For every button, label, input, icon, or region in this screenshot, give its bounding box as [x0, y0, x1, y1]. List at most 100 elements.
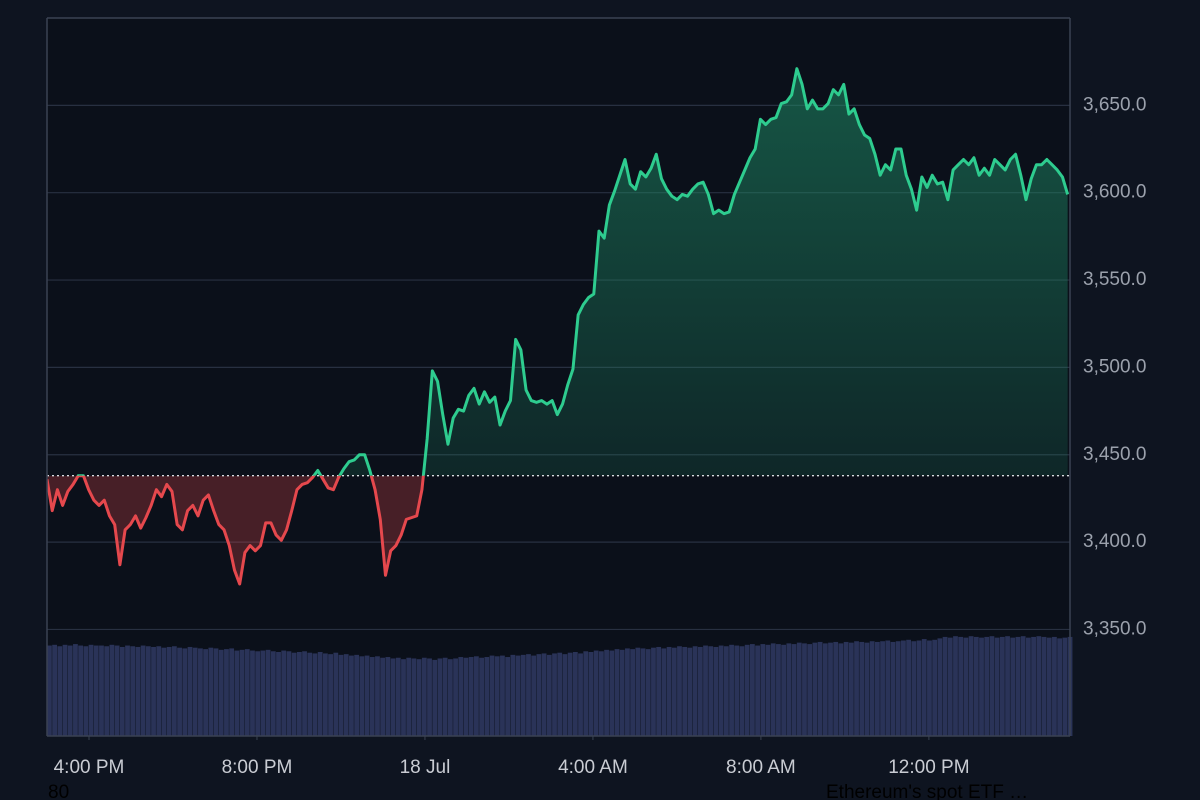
volume-bar	[328, 654, 333, 736]
volume-bar	[390, 658, 396, 736]
volume-bar	[171, 646, 177, 736]
y-tick-label: 3,450.0	[1083, 444, 1146, 465]
volume-bar	[614, 649, 620, 736]
volume-bar	[1015, 636, 1021, 736]
volume-bar	[598, 651, 604, 736]
volume-bar	[229, 648, 235, 736]
y-tick-label: 3,550.0	[1083, 269, 1146, 290]
volume-bar	[520, 654, 526, 736]
x-tick-label: 4:00 AM	[558, 757, 628, 778]
volume-bar	[145, 646, 151, 736]
volume-bar	[890, 641, 896, 736]
volume-bar	[1062, 637, 1068, 736]
volume-bar	[854, 641, 859, 736]
volume-bar	[192, 647, 198, 736]
volume-bar	[869, 641, 875, 736]
volume-bar	[583, 651, 589, 736]
volume-bar	[406, 657, 412, 736]
volume-bar	[291, 652, 297, 736]
volume-bar	[817, 641, 823, 736]
volume-bar	[609, 650, 615, 736]
volume-bar	[958, 636, 964, 736]
volume-bar	[401, 659, 406, 736]
volume-bar	[921, 639, 927, 736]
volume-bar	[1025, 637, 1031, 736]
volume-bar	[828, 642, 833, 736]
volume-bar	[812, 642, 818, 736]
volume-bar	[656, 646, 662, 736]
volume-bar	[1005, 636, 1010, 736]
volume-bar	[67, 645, 73, 736]
volume-bar	[749, 644, 755, 736]
volume-bar	[250, 650, 255, 736]
volume-bar	[427, 658, 432, 736]
volume-bar	[723, 646, 729, 736]
volume-bar	[645, 649, 651, 736]
volume-bar	[760, 644, 766, 736]
volume-bar	[307, 652, 313, 736]
volume-bar	[203, 649, 209, 736]
volume-bar	[312, 653, 318, 736]
volume-bar	[593, 650, 599, 736]
price-line-down	[47, 475, 425, 586]
volume-bar	[1010, 637, 1016, 736]
y-tick-label: 3,500.0	[1083, 356, 1146, 377]
volume-bar	[78, 645, 84, 736]
volume-bar	[604, 649, 609, 736]
volume-bar	[1046, 637, 1052, 736]
volume-bar	[47, 645, 52, 736]
volume-bar	[57, 646, 63, 736]
volume-bar	[198, 648, 203, 736]
volume-bar	[536, 654, 542, 736]
volume-bar	[999, 636, 1005, 736]
volume-bar	[166, 646, 172, 736]
volume-bar	[479, 657, 485, 736]
volume-bar	[692, 646, 698, 736]
volume-bar	[140, 645, 146, 736]
annotation: Ethereum's spot ETF …	[826, 782, 1028, 800]
volume-bar	[244, 649, 250, 736]
volume-bar	[911, 641, 917, 736]
area-below	[47, 475, 424, 585]
volume-bar	[666, 646, 672, 736]
volume-bar	[135, 646, 141, 736]
volume-bar	[359, 656, 365, 736]
volume-bar	[625, 648, 630, 736]
volume-bar	[927, 640, 932, 736]
volume-bar	[114, 645, 120, 736]
x-tick-label: 8:00 PM	[222, 757, 293, 778]
x-tick-label: 12:00 PM	[888, 757, 969, 778]
volume-bar	[916, 640, 922, 736]
volume-bar	[489, 655, 495, 736]
volume-bar	[744, 644, 750, 736]
volume-bar	[468, 657, 474, 736]
volume-bar	[807, 644, 813, 736]
volume-bar	[296, 651, 302, 736]
volume-bar	[994, 637, 1000, 736]
volume-bar	[484, 657, 490, 736]
volume-bar	[671, 647, 677, 736]
volume-bar	[1031, 636, 1036, 736]
volume-bar	[963, 637, 969, 736]
volume-bar	[1020, 636, 1026, 736]
volume-bar	[270, 651, 276, 736]
volume-bar	[177, 647, 182, 736]
volume-bar	[447, 659, 453, 736]
volume-bar	[364, 655, 370, 736]
volume-bar	[906, 639, 912, 736]
volume-bar	[901, 640, 906, 736]
x-tick-label: 8:00 AM	[726, 757, 796, 778]
volume-bar	[1041, 636, 1047, 736]
volume-bar	[187, 646, 193, 736]
volume-bar	[786, 643, 792, 736]
x-tick-label: 4:00 PM	[54, 757, 125, 778]
volume-bar	[255, 651, 261, 736]
volume-bar	[354, 654, 360, 736]
volume-bar	[968, 636, 974, 736]
volume-bar	[208, 647, 214, 736]
volume-bar	[880, 641, 885, 736]
volume-bar	[125, 645, 130, 736]
volume-bar	[161, 647, 167, 736]
volume-bar	[1052, 636, 1057, 736]
